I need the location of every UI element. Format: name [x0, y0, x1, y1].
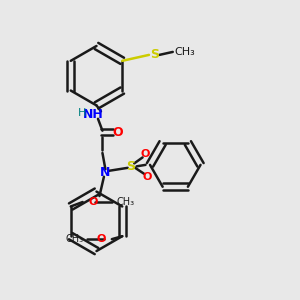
- Text: O: O: [88, 197, 98, 207]
- Text: O: O: [141, 149, 150, 160]
- Text: CH₃: CH₃: [174, 47, 195, 57]
- Text: O: O: [97, 234, 106, 244]
- Text: S: S: [151, 48, 160, 62]
- Text: CH₃: CH₃: [65, 234, 84, 244]
- Text: H: H: [77, 108, 86, 118]
- Text: NH: NH: [83, 108, 104, 121]
- Text: CH₃: CH₃: [117, 197, 135, 207]
- Text: O: O: [142, 172, 152, 182]
- Text: S: S: [126, 160, 135, 173]
- Text: O: O: [112, 126, 123, 139]
- Text: N: N: [100, 166, 111, 179]
